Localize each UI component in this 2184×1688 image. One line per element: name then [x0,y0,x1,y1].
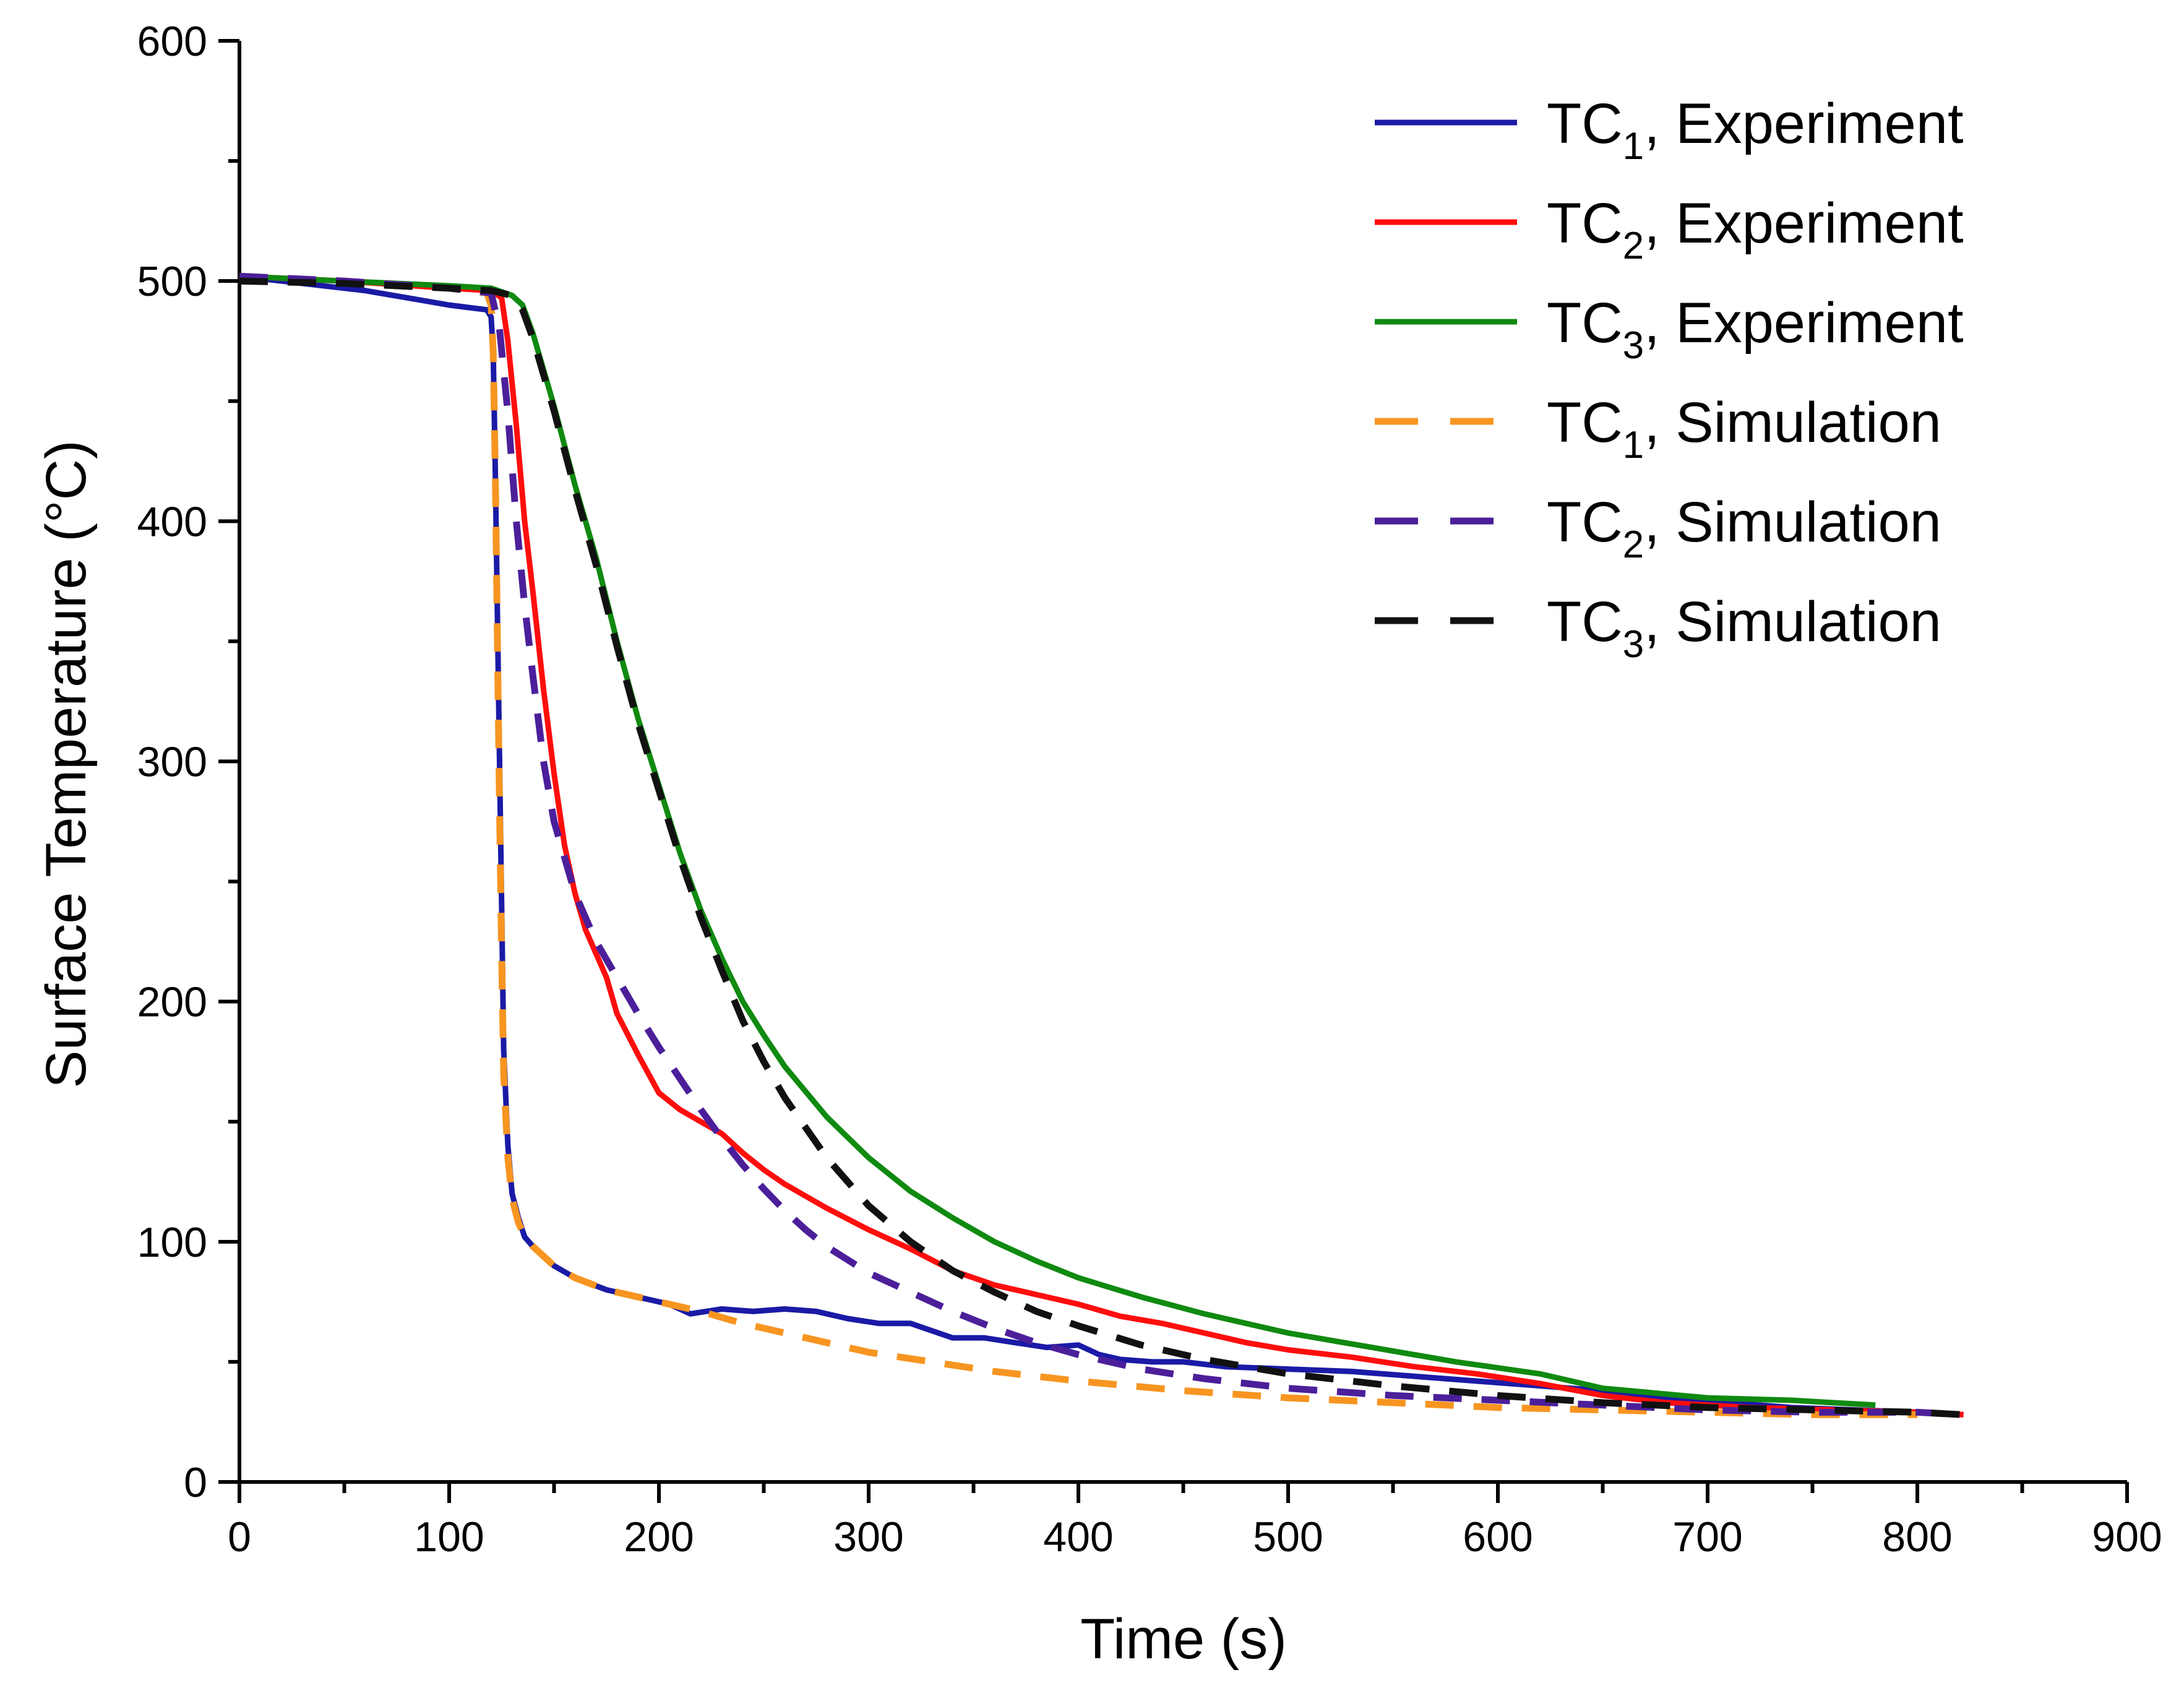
x-tick-label: 600 [1463,1514,1533,1561]
y-tick-label: 200 [137,979,207,1026]
plot-area [239,272,1964,1418]
x-tick-label: 0 [228,1514,251,1561]
y-tick-label: 100 [137,1219,207,1266]
x-tick-label: 800 [1882,1514,1952,1561]
x-tick-label: 100 [414,1514,484,1561]
y-axis-title: Surface Temperature (°C) [35,440,98,1088]
x-tick-label: 400 [1043,1514,1113,1561]
legend-label-1: TC1, Experiment [1547,92,1964,168]
x-tick-label: 300 [833,1514,903,1561]
axes: 0 100 200 300 400 500 600 700 800 900 0 100 200 300 40… [137,18,2162,1561]
y-tick-label: 0 [184,1459,207,1506]
series-line-6 [239,277,1964,1418]
x-axis-title: Time (s) [1080,1608,1287,1671]
legend-label-5: TC2, Simulation [1547,491,1941,566]
y-tick-label: 600 [137,18,207,65]
legend-label-4: TC1, Simulation [1547,391,1941,467]
x-tick-label: 900 [2092,1514,2162,1561]
legend-label-6: TC3, Simulation [1547,590,1941,666]
y-tick-label: 300 [137,739,207,786]
series-line-1 [239,273,1964,1418]
x-tick-label: 200 [624,1514,694,1561]
x-tick-label: 700 [1672,1514,1742,1561]
legend-label-2: TC2, Experiment [1547,192,1964,267]
legend: TC1, Experiment TC2, Experiment TC3, Exper… [1375,92,1964,666]
series-line-5 [239,272,1964,1418]
series-line-2 [239,273,1964,1418]
series-line-4 [239,272,1917,1418]
y-tick-label: 500 [137,258,207,305]
x-tick-label: 500 [1253,1514,1323,1561]
y-tick-label: 400 [137,498,207,545]
legend-label-3: TC3, Experiment [1547,291,1964,367]
